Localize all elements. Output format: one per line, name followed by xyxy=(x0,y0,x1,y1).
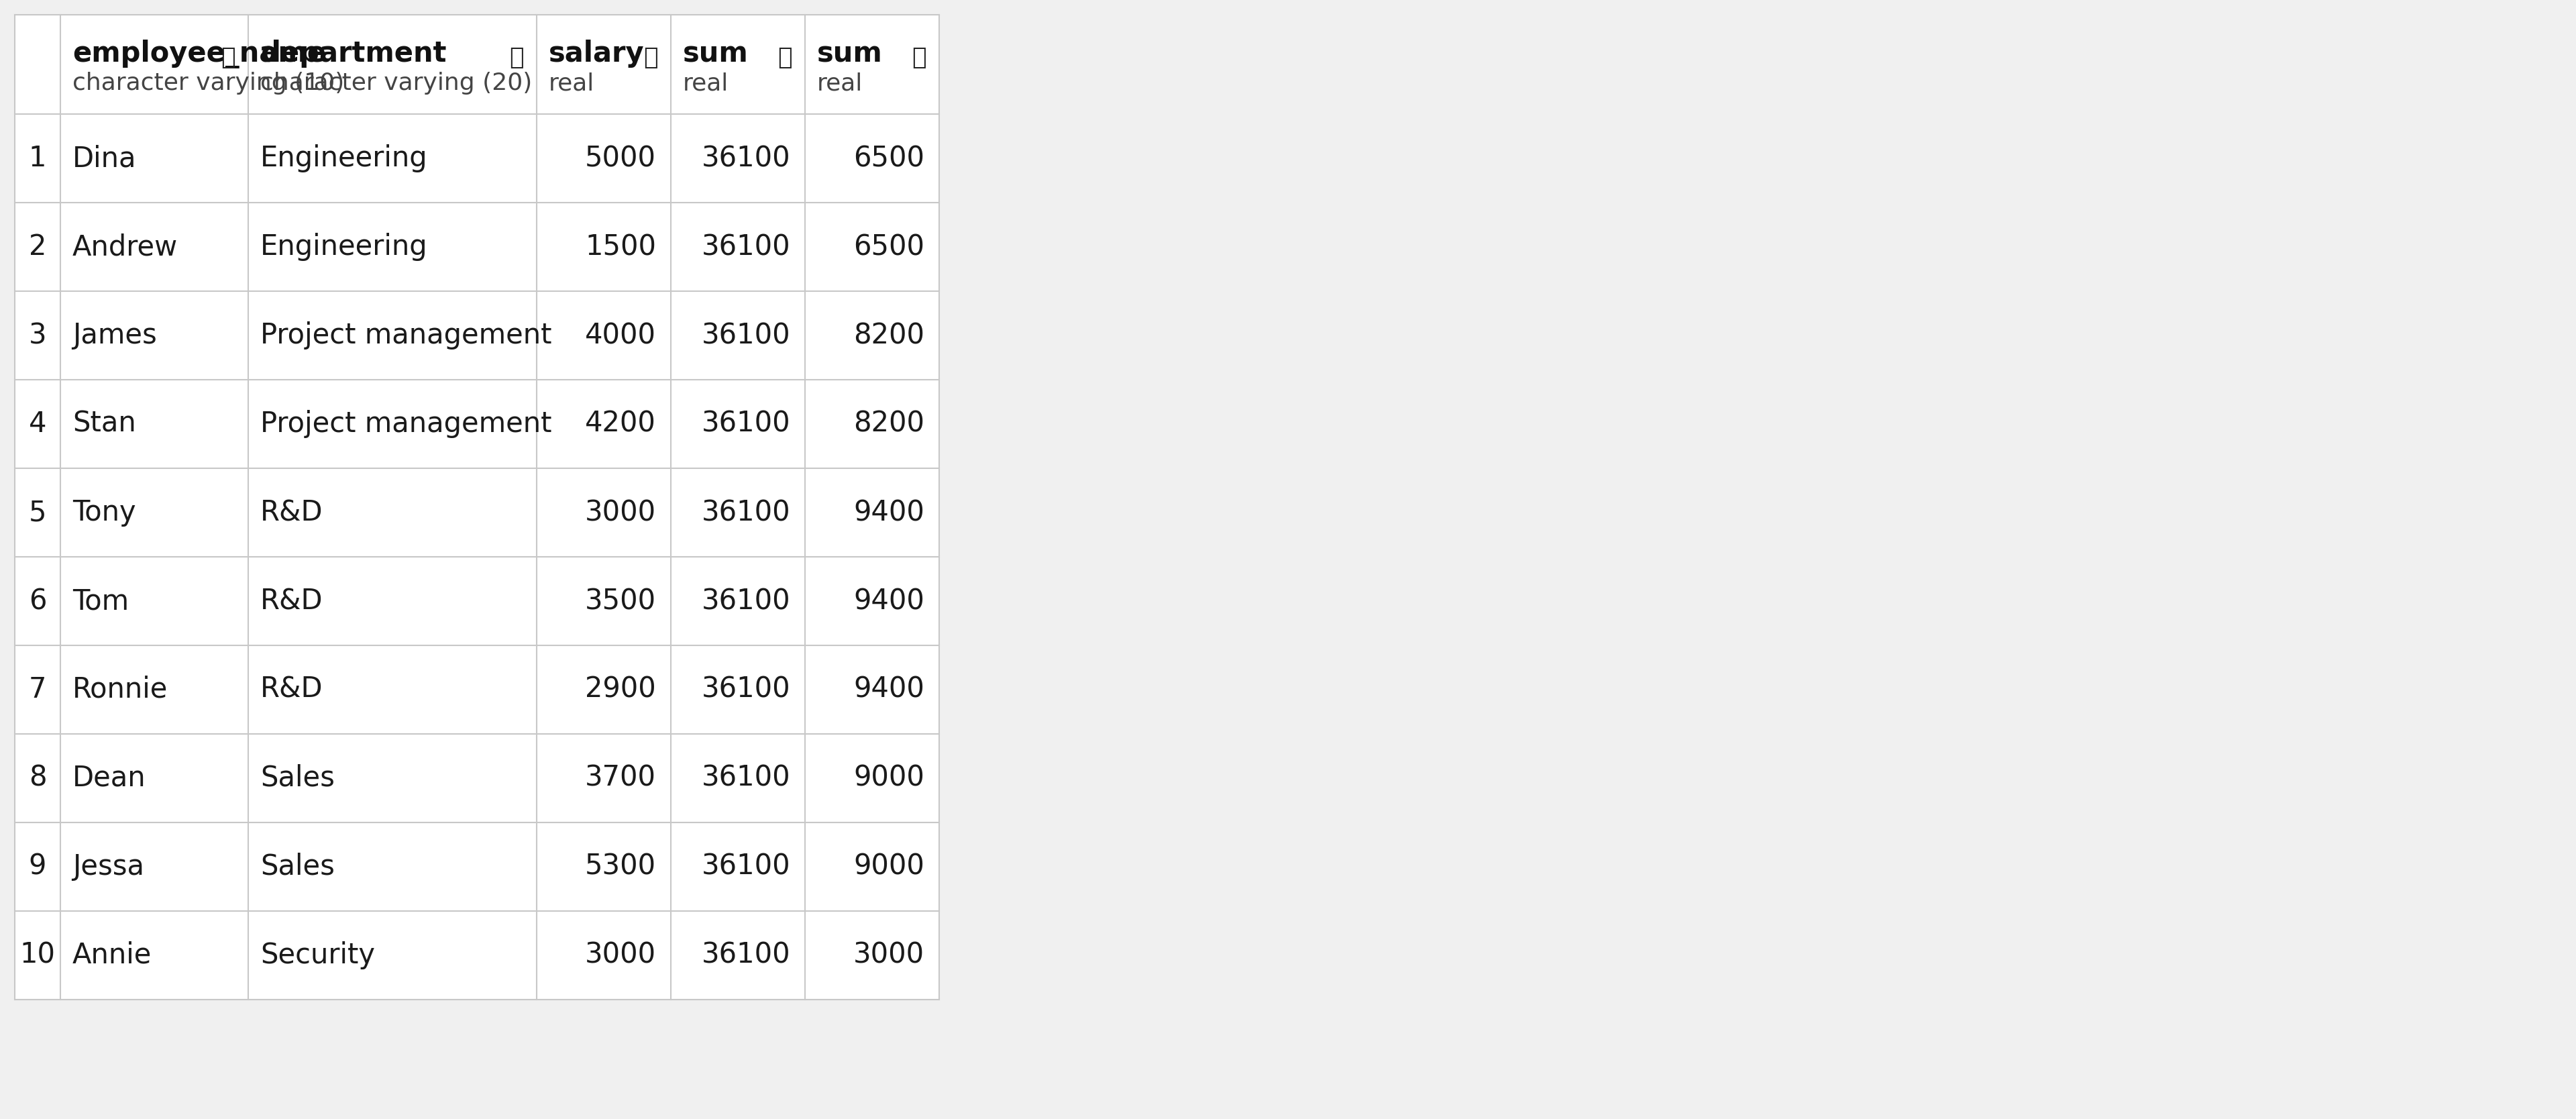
Text: real: real xyxy=(683,72,729,95)
Text: 36100: 36100 xyxy=(701,853,791,881)
Text: 3000: 3000 xyxy=(585,941,657,969)
Text: Project management: Project management xyxy=(260,410,551,438)
Text: 9400: 9400 xyxy=(853,587,925,615)
Text: 5000: 5000 xyxy=(585,144,657,172)
Text: department: department xyxy=(260,39,446,68)
Bar xyxy=(15,734,940,822)
Text: 36100: 36100 xyxy=(701,941,791,969)
Text: 36100: 36100 xyxy=(701,676,791,704)
Text: Annie: Annie xyxy=(72,941,152,969)
Text: sum: sum xyxy=(683,39,750,68)
Text: 36100: 36100 xyxy=(701,233,791,261)
Text: 4: 4 xyxy=(28,410,46,438)
Text: 1500: 1500 xyxy=(585,233,657,261)
Text: real: real xyxy=(817,72,863,95)
Text: 3000: 3000 xyxy=(853,941,925,969)
Text: 36100: 36100 xyxy=(701,587,791,615)
Text: 3700: 3700 xyxy=(585,764,657,792)
Text: R&D: R&D xyxy=(260,587,322,615)
Text: 36100: 36100 xyxy=(701,410,791,438)
Text: Engineering: Engineering xyxy=(260,144,428,172)
Bar xyxy=(15,15,940,999)
Text: Sales: Sales xyxy=(260,853,335,881)
Text: 5300: 5300 xyxy=(585,853,657,881)
Text: 6500: 6500 xyxy=(853,233,925,261)
Text: 4000: 4000 xyxy=(585,321,657,349)
Text: 🔒: 🔒 xyxy=(644,46,657,69)
Text: real: real xyxy=(549,72,595,95)
Text: 10: 10 xyxy=(21,941,54,969)
Text: 7: 7 xyxy=(28,676,46,704)
Text: 36100: 36100 xyxy=(701,321,791,349)
Text: 2900: 2900 xyxy=(585,676,657,704)
Text: salary: salary xyxy=(549,39,644,68)
Text: 1: 1 xyxy=(28,144,46,172)
Text: Project management: Project management xyxy=(260,321,551,349)
Text: Security: Security xyxy=(260,941,376,969)
Bar xyxy=(15,379,940,468)
Text: Engineering: Engineering xyxy=(260,233,428,261)
Text: 3: 3 xyxy=(28,321,46,349)
Text: 36100: 36100 xyxy=(701,144,791,172)
Text: 5: 5 xyxy=(28,498,46,527)
Text: 9000: 9000 xyxy=(853,853,925,881)
Text: 9400: 9400 xyxy=(853,676,925,704)
Text: 36100: 36100 xyxy=(701,764,791,792)
Text: R&D: R&D xyxy=(260,676,322,704)
Text: 9: 9 xyxy=(28,853,46,881)
Text: Andrew: Andrew xyxy=(72,233,178,261)
Bar xyxy=(15,291,940,379)
Text: Ronnie: Ronnie xyxy=(72,676,167,704)
Text: character varying (20): character varying (20) xyxy=(260,72,533,95)
Text: Sales: Sales xyxy=(260,764,335,792)
Text: 4200: 4200 xyxy=(585,410,657,438)
Text: Stan: Stan xyxy=(72,410,137,438)
Bar xyxy=(15,557,940,646)
Bar xyxy=(15,203,940,291)
Text: 8200: 8200 xyxy=(853,321,925,349)
Text: 6500: 6500 xyxy=(853,144,925,172)
Text: Tony: Tony xyxy=(72,498,137,527)
Text: 3000: 3000 xyxy=(585,498,657,527)
Text: Jessa: Jessa xyxy=(72,853,144,881)
Text: Dean: Dean xyxy=(72,764,147,792)
Text: 🔒: 🔒 xyxy=(222,46,234,69)
Text: 9400: 9400 xyxy=(853,498,925,527)
Text: 🔒: 🔒 xyxy=(912,46,927,69)
Text: 8: 8 xyxy=(28,764,46,792)
Text: 9000: 9000 xyxy=(853,764,925,792)
Text: 8200: 8200 xyxy=(853,410,925,438)
Text: employee_name: employee_name xyxy=(72,39,327,68)
Bar xyxy=(15,114,940,203)
Text: James: James xyxy=(72,321,157,349)
Bar xyxy=(15,468,940,557)
Bar xyxy=(15,646,940,734)
Text: 6: 6 xyxy=(28,587,46,615)
Bar xyxy=(15,911,940,999)
Text: Tom: Tom xyxy=(72,587,129,615)
Text: 2: 2 xyxy=(28,233,46,261)
Text: 🔒: 🔒 xyxy=(778,46,793,69)
Bar xyxy=(15,822,940,911)
Text: R&D: R&D xyxy=(260,498,322,527)
Text: 🔒: 🔒 xyxy=(510,46,523,69)
Text: sum: sum xyxy=(817,39,884,68)
Text: character varying (10): character varying (10) xyxy=(72,72,345,95)
Text: 3500: 3500 xyxy=(585,587,657,615)
Text: Dina: Dina xyxy=(72,144,137,172)
Text: 36100: 36100 xyxy=(701,498,791,527)
